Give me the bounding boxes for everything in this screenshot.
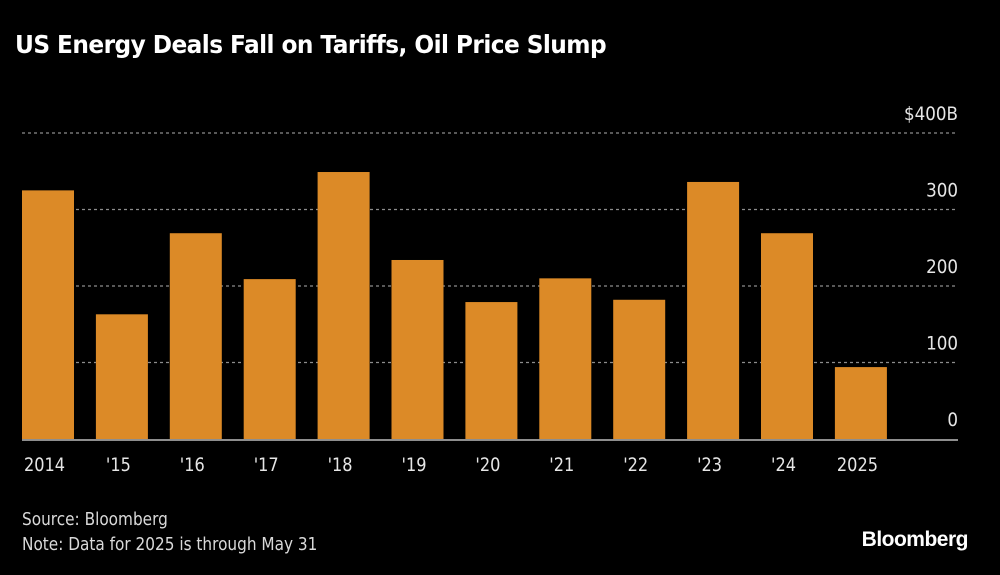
bar	[169, 233, 222, 439]
x-tick-label: '20	[475, 455, 500, 477]
y-tick-label: $400B	[904, 103, 958, 125]
y-tick-label: 200	[926, 256, 958, 278]
x-tick-label: '18	[328, 455, 353, 477]
bar	[539, 278, 592, 439]
x-tick-label: '22	[623, 455, 648, 477]
bar	[243, 279, 296, 439]
x-tick-label: '16	[180, 455, 205, 477]
x-tick-label: '19	[402, 455, 427, 477]
x-tick-label: 2014	[24, 455, 65, 477]
x-tick-label: '23	[697, 455, 722, 477]
data-note: Note: Data for 2025 is through May 31	[22, 534, 318, 555]
bar	[95, 314, 148, 439]
bar	[465, 302, 518, 439]
x-tick-label: '24	[771, 455, 796, 477]
bar	[317, 172, 370, 439]
bloomberg-logo: Bloomberg	[861, 528, 969, 551]
bar	[391, 259, 444, 439]
y-tick-label: 300	[926, 180, 958, 202]
bar	[761, 233, 813, 439]
y-tick-label: 0	[947, 409, 958, 431]
x-tick-label: '17	[254, 455, 279, 477]
bar	[834, 367, 887, 439]
x-tick-label: '21	[549, 455, 574, 477]
y-tick-label: 100	[926, 333, 958, 355]
bar	[22, 190, 74, 439]
chart-title: US Energy Deals Fall on Tariffs, Oil Pri…	[15, 30, 607, 59]
source-note: Source: Bloomberg	[22, 509, 168, 530]
x-tick-label: 2025	[837, 455, 878, 477]
bar	[613, 299, 666, 439]
x-tick-label: '15	[106, 455, 131, 477]
bar	[687, 181, 740, 439]
